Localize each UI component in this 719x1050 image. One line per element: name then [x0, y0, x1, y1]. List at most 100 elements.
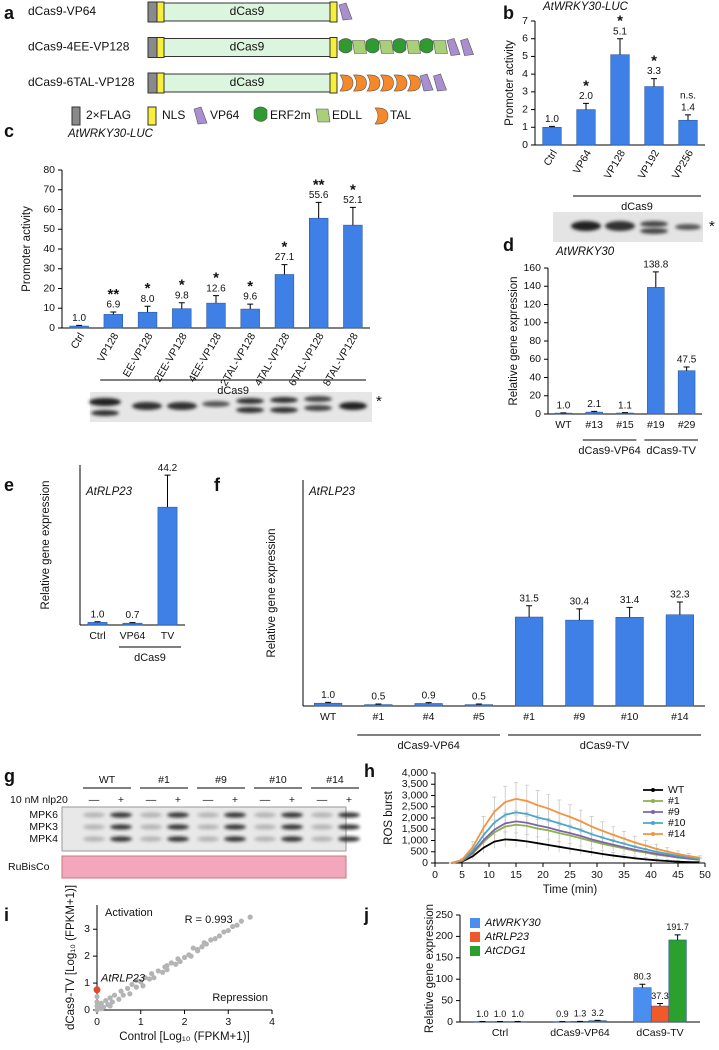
legend-label: AtCDG1: [484, 945, 526, 957]
y-tick-label: 500: [410, 846, 428, 858]
blot-band: [338, 824, 360, 830]
x-tick-label: #10: [621, 711, 639, 723]
value-label: 3.3: [647, 66, 661, 77]
point: [203, 941, 209, 947]
sign: +: [232, 794, 238, 806]
domain: [379, 40, 394, 54]
bar: [309, 217, 329, 329]
point: [247, 914, 253, 920]
error-bar: [425, 702, 432, 704]
y-tick-label: 4: [522, 68, 528, 80]
lane-label: #9: [215, 774, 227, 786]
bar: [206, 302, 226, 329]
blot-band: [254, 812, 276, 818]
panel-label: i: [4, 905, 9, 925]
bar: [668, 939, 687, 1023]
error-bar: [549, 125, 555, 128]
point: [234, 922, 240, 928]
x-tick-label: dCas9-TV: [636, 1027, 683, 1039]
y-tick-label: 6: [522, 32, 528, 44]
error-bar: [213, 295, 219, 304]
point: [225, 927, 231, 934]
panel-label: h: [364, 761, 375, 781]
x-tick-label: Ctrl: [541, 148, 560, 168]
band-label: MPK6: [29, 809, 58, 821]
x-tick-label: EE-VP128: [121, 331, 156, 380]
nls: [329, 1, 338, 23]
y-tick-label: 100: [523, 317, 541, 329]
sign: —: [89, 794, 100, 806]
point: [173, 961, 179, 967]
y-tick-label: 1: [522, 121, 528, 133]
significance: *: [617, 13, 623, 30]
group-label: dCas9: [217, 385, 249, 397]
y-tick-label: 7: [522, 15, 528, 27]
y-tick-label: 4,000: [402, 767, 428, 779]
bar: [414, 703, 443, 707]
bar: [565, 619, 594, 707]
y-axis-label: Promoter activity: [21, 206, 33, 292]
error-bar: [657, 1002, 663, 1007]
value-label: 191.7: [666, 922, 689, 932]
domain: [392, 38, 407, 54]
point: [138, 979, 144, 985]
value-label: 32.3: [670, 590, 690, 601]
value-label: 1.0: [91, 609, 105, 620]
value-label: 0.9: [556, 1009, 569, 1019]
legend-swatch: [470, 918, 480, 928]
value-label: 0.9: [422, 690, 436, 701]
chart-title: AtRLP23: [85, 486, 133, 498]
legend-label: NLS: [162, 108, 185, 122]
x-tick-label: 10: [483, 869, 495, 881]
point: [103, 997, 109, 1004]
point: [133, 977, 139, 983]
x-tick-label: 2EE-VP128: [152, 331, 190, 385]
chart-title: AtWRKY30: [555, 246, 615, 258]
value-label: 0.5: [472, 692, 486, 703]
bar: [157, 506, 178, 626]
flag-tag: [147, 37, 158, 58]
point: [160, 969, 166, 975]
significance: **: [107, 286, 119, 303]
y-tick-label: 20: [529, 390, 541, 402]
error-bar: [674, 934, 681, 940]
y-axis-label: Relative gene expression: [40, 480, 52, 609]
blot-band: [83, 836, 105, 842]
x-tick-label: VP192: [636, 148, 662, 181]
x-tick-label: dCas9-VP64: [550, 1027, 610, 1039]
x-tick-label: 45: [672, 869, 684, 881]
error-bar: [685, 114, 691, 121]
error-bar: [164, 474, 171, 508]
significance: n.s.: [680, 91, 696, 102]
value-label: 9.8: [175, 290, 189, 301]
y-tick-label: 2: [522, 103, 528, 115]
blot-band: [83, 812, 105, 818]
error-bar: [349, 206, 356, 226]
point: [98, 1000, 104, 1006]
legend-marker: [651, 788, 655, 792]
point: [208, 937, 214, 943]
value-label: 80.3: [634, 972, 652, 982]
nls: [156, 1, 165, 23]
error-bar: [475, 703, 482, 705]
domain: [460, 38, 474, 56]
flag-tag: [147, 72, 158, 94]
x-tick-label: #19: [647, 419, 665, 431]
x-tick-label: 50: [699, 869, 711, 881]
point: [107, 995, 113, 1001]
value-label: 1.0: [494, 1009, 507, 1019]
bar: [615, 617, 644, 707]
x-tick-label: #14: [671, 711, 689, 723]
x-tick-label: 25: [564, 869, 576, 881]
point: [149, 971, 155, 977]
error-bar: [325, 701, 332, 704]
point: [142, 975, 148, 981]
y-tick-label: 0: [535, 408, 541, 420]
legend-label: VP64: [210, 108, 240, 122]
value-label: 1.0: [72, 313, 86, 324]
y-tick-label: 0: [422, 857, 428, 869]
blot-band: [236, 398, 264, 404]
significance: **: [313, 176, 325, 193]
y-axis-label: ROS burst: [383, 790, 395, 844]
